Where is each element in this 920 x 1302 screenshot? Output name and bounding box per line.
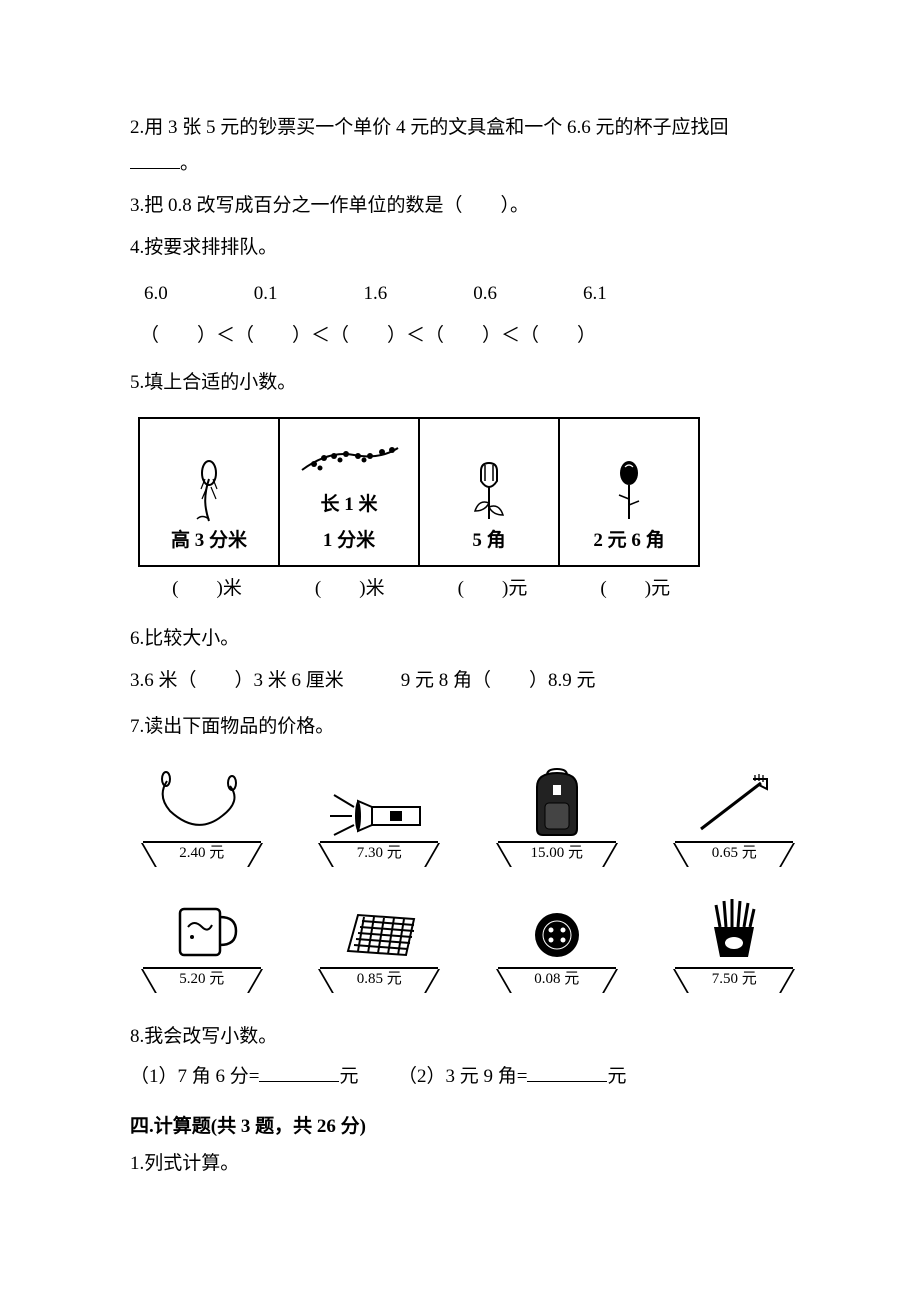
toothbrush-icon [669, 767, 801, 837]
question-7: 7.读出下面物品的价格。 2.40 元 7.30 元 [130, 709, 800, 991]
q2-text: 2.用 3 张 5 元的钞票买一个单价 4 元的文具盒和一个 6.6 元的杯子应… [130, 117, 729, 138]
question-5: 5.填上合适的小数。 高 3 分米 长 1 米 1 分米 5 角 [130, 365, 800, 607]
item-toothbrush: 0.65 元 [669, 767, 801, 865]
rose-icon [560, 459, 698, 523]
q5-label: 5 角 [420, 523, 558, 559]
price: 0.08 元 [534, 971, 579, 987]
q5-label: 高 3 分米 [140, 523, 278, 559]
wheat-icon [140, 459, 278, 523]
item-fries: 7.50 元 [669, 893, 801, 991]
item-jump-rope: 2.40 元 [136, 767, 268, 865]
q5-cell: 5 角 [419, 418, 559, 566]
q5-answer[interactable]: ( )元 [566, 571, 704, 607]
jump-rope-icon [136, 767, 268, 837]
q5-cell: 2 元 6 角 [559, 418, 699, 566]
q4-num: 1.6 [364, 276, 469, 312]
q7-row: 2.40 元 7.30 元 15.00 元 0.65 [136, 767, 800, 865]
price-tag: 0.65 元 [675, 841, 793, 865]
q7-title: 7.读出下面物品的价格。 [130, 709, 800, 745]
question-4: 4.按要求排排队。 6.0 0.1 1.6 0.6 6.1 （ ）＜（ ）＜（ … [130, 230, 800, 354]
q4-num: 0.6 [473, 276, 578, 312]
q4-relation: （ ）＜（ ）＜（ ）＜（ ）＜（ ） [140, 318, 800, 354]
price: 2.40 元 [179, 845, 224, 861]
branch-icon [280, 423, 418, 487]
price: 0.65 元 [712, 845, 757, 861]
price-tag: 7.50 元 [675, 967, 793, 991]
q6-title: 6.比较大小。 [130, 621, 800, 657]
section-4-title: 四.计算题(共 3 题，共 26 分) [130, 1109, 800, 1145]
q4-num: 6.0 [144, 276, 249, 312]
question-3: 3.把 0.8 改写成百分之一作单位的数是（ ）。 [130, 188, 800, 224]
q4-num: 6.1 [583, 276, 688, 312]
q6-line: 3.6 米（ ）3 米 6 厘米 9 元 8 角（ ）8.9 元 [130, 663, 800, 699]
q5-answer[interactable]: ( )米 [138, 571, 276, 607]
price-tag: 2.40 元 [143, 841, 261, 865]
q8-title: 8.我会改写小数。 [130, 1019, 800, 1055]
q8-line: （1）7 角 6 分= 元 （2）3 元 9 角= 元 [130, 1059, 800, 1095]
flashlight-icon [314, 767, 446, 837]
plaid-icon [314, 893, 446, 963]
mug-icon [136, 893, 268, 963]
q2-period: 。 [180, 153, 199, 174]
price-tag: 0.08 元 [498, 967, 616, 991]
price-tag: 0.85 元 [320, 967, 438, 991]
q4-numbers: 6.0 0.1 1.6 0.6 6.1 [144, 276, 800, 312]
q2-blank[interactable] [130, 154, 180, 169]
price: 7.50 元 [712, 971, 757, 987]
q5-label: 1 分米 [280, 523, 418, 559]
q8-unit2: 元 [607, 1066, 626, 1087]
question-8: 8.我会改写小数。 （1）7 角 6 分= 元 （2）3 元 9 角= 元 [130, 1019, 800, 1095]
price-tag: 7.30 元 [320, 841, 438, 865]
q4-title: 4.按要求排排队。 [130, 230, 800, 266]
q8-unit1: 元 [339, 1066, 358, 1087]
q5-cell: 长 1 米 1 分米 [279, 418, 419, 566]
q3-text: 3.把 0.8 改写成百分之一作单位的数是（ ）。 [130, 195, 529, 216]
item-backpack: 15.00 元 [491, 767, 623, 865]
price: 15.00 元 [530, 845, 583, 861]
q5-answer[interactable]: ( )元 [424, 571, 562, 607]
q5-table: 高 3 分米 长 1 米 1 分米 5 角 2 元 6 角 [138, 417, 700, 567]
q8-part1: （1）7 角 6 分= [130, 1066, 259, 1087]
q5-cell: 高 3 分米 [139, 418, 279, 566]
item-button: 0.08 元 [491, 893, 623, 991]
price-tag: 5.20 元 [143, 967, 261, 991]
tulip-icon [420, 459, 558, 523]
q8-blank-2[interactable] [527, 1067, 607, 1082]
question-2: 2.用 3 张 5 元的钞票买一个单价 4 元的文具盒和一个 6.6 元的杯子应… [130, 110, 800, 182]
q5-label: 2 元 6 角 [560, 523, 698, 559]
q8-blank-1[interactable] [259, 1067, 339, 1082]
calc-q1: 1.列式计算。 [130, 1146, 800, 1182]
q5-label-top: 长 1 米 [280, 487, 418, 523]
item-flashlight: 7.30 元 [314, 767, 446, 865]
fries-icon [669, 893, 801, 963]
q8-part2: （2）3 元 9 角= [398, 1066, 527, 1087]
price: 0.85 元 [357, 971, 402, 987]
item-mug: 5.20 元 [136, 893, 268, 991]
q5-answer[interactable]: ( )米 [281, 571, 419, 607]
button-icon [491, 893, 623, 963]
price-tag: 15.00 元 [498, 841, 616, 865]
q5-title: 5.填上合适的小数。 [130, 365, 800, 401]
price: 7.30 元 [357, 845, 402, 861]
q5-answers: ( )米 ( )米 ( )元 ( )元 [138, 571, 800, 607]
q7-row: 5.20 元 0.85 元 0.08 元 [136, 893, 800, 991]
question-6: 6.比较大小。 3.6 米（ ）3 米 6 厘米 9 元 8 角（ ）8.9 元 [130, 621, 800, 699]
q4-num: 0.1 [254, 276, 359, 312]
backpack-icon [491, 767, 623, 837]
price: 5.20 元 [179, 971, 224, 987]
item-plaid: 0.85 元 [314, 893, 446, 991]
